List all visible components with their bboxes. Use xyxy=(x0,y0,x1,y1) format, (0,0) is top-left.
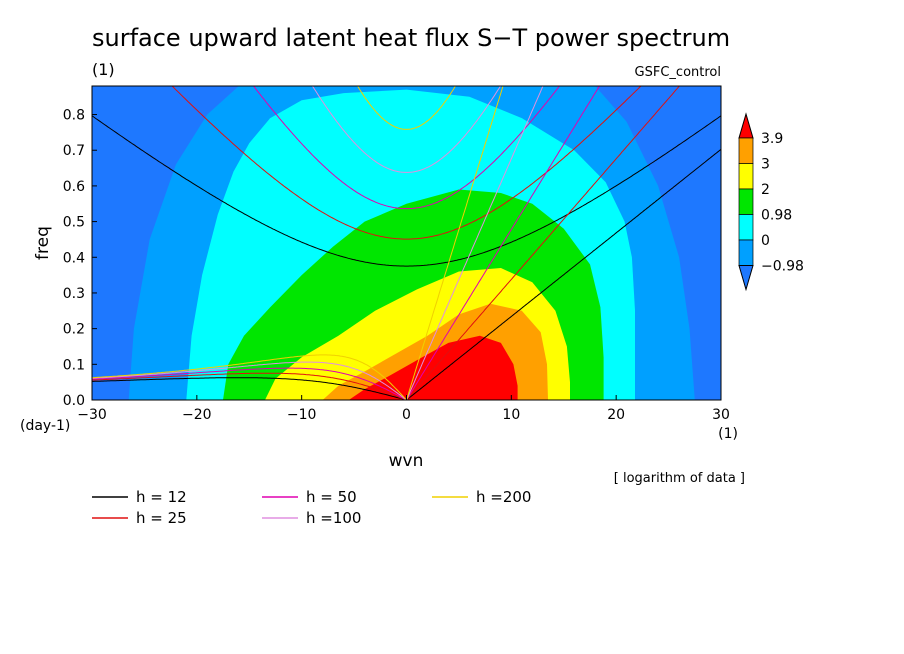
rossby-line-h200 xyxy=(92,354,407,400)
x-axis-title: wvn xyxy=(389,451,424,471)
kelvin-line-h50 xyxy=(406,86,601,400)
ig-line-h100 xyxy=(311,86,502,173)
colorbar-label: 0 xyxy=(761,233,770,249)
x-tick-label: −30 xyxy=(77,407,107,423)
x-tick-label: 10 xyxy=(502,407,520,423)
x-tick-label: −10 xyxy=(287,407,317,423)
colorbar-top-arrow xyxy=(738,112,754,139)
ig-line-h25 xyxy=(171,86,642,240)
data-note: [ logarithm of data ] xyxy=(614,471,745,486)
ig-line-h12 xyxy=(92,115,721,267)
x-tick-label: 0 xyxy=(402,407,411,423)
chart-subtitle-right: GSFC_control xyxy=(635,65,721,80)
legend: h = 12 h = 25 h = 50 h =100 h =200 xyxy=(92,488,531,527)
colorbar-label: −0.98 xyxy=(761,259,804,275)
colorbar-swatch xyxy=(738,188,754,215)
y-tick-label: 0.2 xyxy=(63,322,85,338)
y-unit-label: (day-1) xyxy=(20,418,70,434)
legend-label: h = 12 xyxy=(136,488,187,506)
y-tick-label: 0.4 xyxy=(63,250,85,266)
y-axis-title: freq xyxy=(33,226,53,260)
kelvin-line-h200 xyxy=(406,86,504,400)
colorbar-swatch xyxy=(738,239,754,266)
y-tick-label: 0.6 xyxy=(63,179,85,195)
kelvin-line-h25 xyxy=(406,86,681,400)
x-axis: −30 −20 −10 0 10 20 30 xyxy=(77,395,730,423)
colorbar: −0.98 0 0.98 2 3 3.9 xyxy=(738,112,804,292)
chart-subtitle-left: (1) xyxy=(92,60,115,79)
rossby-line-h25 xyxy=(92,372,407,400)
y-axis: 0.0 0.1 0.2 0.3 0.4 0.5 0.6 0.7 0.8 xyxy=(63,108,97,409)
y-tick-label: 0.3 xyxy=(63,286,85,302)
y-tick-label: 0.1 xyxy=(63,357,85,373)
colorbar-label: 0.98 xyxy=(761,208,792,224)
colorbar-swatch xyxy=(738,137,754,164)
x-tick-label: 30 xyxy=(712,407,730,423)
rossby-line-h12 xyxy=(92,377,407,400)
y-tick-label: 0.5 xyxy=(63,215,85,231)
y-tick-label: 0.8 xyxy=(63,108,85,124)
colorbar-label: 3.9 xyxy=(761,131,783,147)
y-tick-label: 0.0 xyxy=(63,393,85,409)
x-unit-label: (1) xyxy=(718,426,738,442)
colorbar-label: 2 xyxy=(761,182,770,198)
rossby-line-h50 xyxy=(92,367,407,400)
kelvin-line-h100 xyxy=(406,86,544,400)
colorbar-swatch xyxy=(738,214,754,241)
x-tick-label: 20 xyxy=(607,407,625,423)
legend-label: h = 25 xyxy=(136,509,187,527)
ig-line-h50 xyxy=(252,86,561,210)
chart-title: surface upward latent heat flux S−T powe… xyxy=(92,24,730,52)
colorbar-swatch xyxy=(738,163,754,190)
y-tick-label: 0.7 xyxy=(63,143,85,159)
colorbar-bottom-arrow xyxy=(738,265,754,292)
legend-label: h = 50 xyxy=(306,488,357,506)
ig-line-h200 xyxy=(357,86,456,130)
colorbar-label: 3 xyxy=(761,157,770,173)
plot-area xyxy=(92,86,721,400)
kelvin-line-h12 xyxy=(406,148,721,400)
x-tick-label: −20 xyxy=(182,407,212,423)
legend-label: h =100 xyxy=(306,509,361,527)
rossby-line-h100 xyxy=(92,361,407,400)
legend-label: h =200 xyxy=(476,488,531,506)
